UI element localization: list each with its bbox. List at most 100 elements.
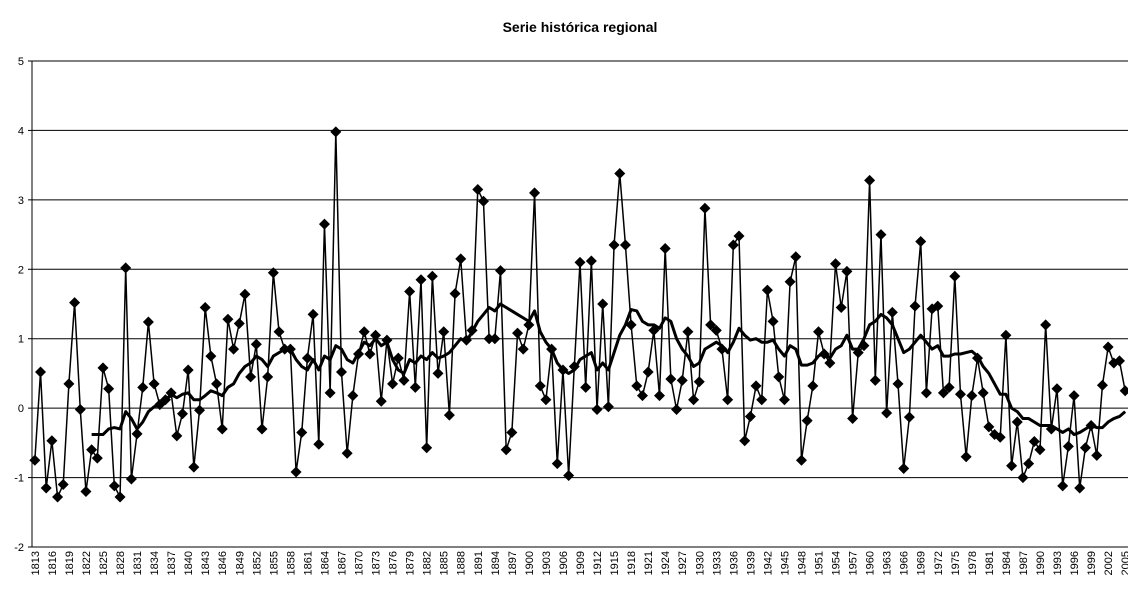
point-marker [608, 239, 620, 251]
point-marker [585, 255, 597, 267]
point-marker [52, 491, 64, 503]
point-marker [262, 371, 274, 383]
point-marker [977, 387, 989, 399]
point-marker [313, 438, 325, 450]
point-marker [57, 479, 69, 491]
point-marker [994, 431, 1006, 443]
point-marker [1051, 383, 1063, 395]
point-marker [86, 444, 98, 456]
point-marker [665, 373, 677, 385]
x-tick-label: 1840 [183, 551, 195, 575]
point-marker [529, 187, 541, 199]
point-marker [91, 452, 103, 464]
point-marker [949, 270, 961, 282]
point-marker [688, 394, 700, 406]
point-marker [574, 256, 586, 268]
point-marker [739, 435, 751, 447]
x-tick-label: 1999 [1086, 551, 1098, 575]
y-tick-label: -2 [14, 542, 24, 554]
point-marker [1023, 458, 1035, 470]
y-tick-label: 1 [18, 334, 24, 346]
point-marker [1034, 444, 1046, 456]
point-marker [171, 430, 183, 442]
point-marker [194, 404, 206, 416]
point-marker [409, 381, 421, 393]
x-tick-label: 1843 [200, 551, 212, 575]
point-marker [875, 229, 887, 241]
point-marker [830, 258, 842, 270]
x-tick-label: 1939 [745, 551, 757, 575]
x-tick-label: 1996 [1069, 551, 1081, 575]
point-marker [795, 454, 807, 466]
point-marker [767, 315, 779, 327]
point-marker [705, 319, 717, 331]
x-tick-label: 1942 [762, 551, 774, 575]
point-marker [222, 313, 234, 325]
point-marker [654, 390, 666, 402]
y-tick-label: 5 [18, 56, 24, 68]
x-tick-label: 1888 [456, 551, 468, 575]
x-tick-label: 1891 [473, 551, 485, 575]
point-marker [943, 381, 955, 393]
point-marker [1057, 480, 1069, 492]
x-tick-label: 1912 [592, 551, 604, 575]
point-marker [250, 338, 262, 350]
point-marker [182, 364, 194, 376]
point-marker [392, 352, 404, 364]
point-marker [245, 371, 257, 383]
x-tick-label: 1948 [796, 551, 808, 575]
point-marker [784, 276, 796, 288]
point-marker [847, 413, 859, 425]
y-tick-label: 3 [18, 195, 24, 207]
point-marker [1079, 442, 1091, 454]
point-marker [551, 458, 563, 470]
x-tick-label: 1855 [268, 551, 280, 575]
point-marker [233, 317, 245, 329]
point-marker [97, 362, 109, 374]
point-marker [682, 326, 694, 338]
x-tick-label: 1831 [132, 551, 144, 575]
point-marker [699, 202, 711, 214]
x-tick-label: 1930 [694, 551, 706, 575]
x-tick-label: 1879 [405, 551, 417, 575]
point-marker [1119, 385, 1128, 397]
point-marker [671, 404, 683, 416]
point-marker [773, 371, 785, 383]
point-marker [625, 319, 637, 331]
x-tick-label: 1927 [677, 551, 689, 575]
point-marker [489, 333, 501, 345]
point-marker [534, 380, 546, 392]
point-marker [591, 404, 603, 416]
x-tick-label: 1993 [1052, 551, 1064, 575]
x-tick-label: 1990 [1035, 551, 1047, 575]
point-marker [324, 387, 336, 399]
x-tick-label: 1897 [507, 551, 519, 575]
point-marker [318, 218, 330, 230]
x-tick-label: 1822 [81, 551, 93, 575]
point-marker [915, 236, 927, 248]
point-marker [137, 381, 149, 393]
point-marker [716, 343, 728, 355]
point-marker [74, 404, 86, 416]
x-tick-label: 1873 [371, 551, 383, 575]
point-marker [1074, 482, 1086, 494]
point-marker [676, 374, 688, 386]
point-marker [347, 390, 359, 402]
x-tick-label: 1837 [166, 551, 178, 575]
point-marker [205, 350, 217, 362]
point-marker [449, 288, 461, 300]
point-marker [563, 469, 575, 481]
x-tick-label: 1834 [149, 551, 161, 575]
x-tick-label: 1981 [984, 551, 996, 575]
point-marker [432, 367, 444, 379]
point-marker [722, 394, 734, 406]
point-marker [733, 230, 745, 242]
point-marker [1011, 416, 1023, 428]
point-marker [69, 297, 81, 309]
x-tick-label: 1849 [234, 551, 246, 575]
point-marker [29, 454, 41, 466]
x-tick-label: 1903 [541, 551, 553, 575]
point-marker [523, 319, 535, 331]
x-tick-label: 1846 [217, 551, 229, 575]
point-marker [1091, 449, 1103, 461]
